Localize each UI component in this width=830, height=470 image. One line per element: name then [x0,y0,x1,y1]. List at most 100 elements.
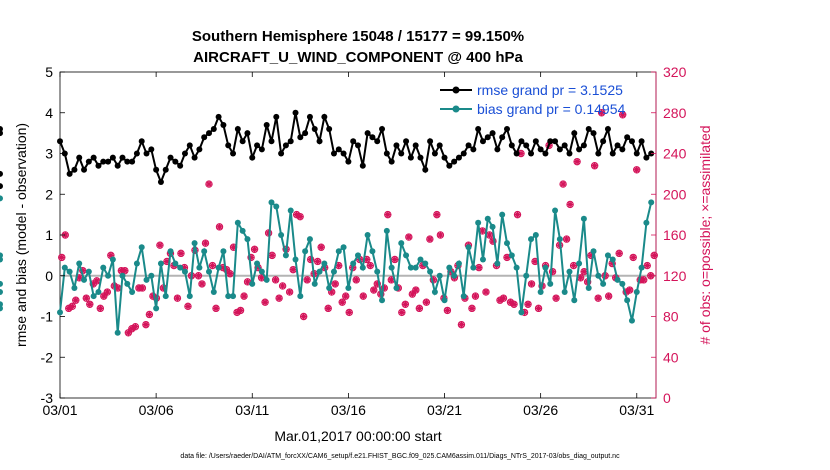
bias-point [105,272,112,279]
bias-point [465,244,472,251]
obs-assimilated-marker [398,309,406,316]
y-right-tick-label: 200 [663,186,687,202]
bias-point [427,268,434,275]
rmse-point [157,179,164,186]
bias-point [403,252,410,259]
obs-assimilated-marker [482,288,490,296]
rmse-point [393,142,400,149]
y-left-tick-label: 5 [45,64,53,80]
bias-point [407,264,414,271]
bias-point [100,264,107,271]
rmse-point [547,138,554,145]
obs-assimilated-marker [458,321,465,329]
obs-assimilated-marker [279,282,287,290]
rmse-point [643,154,650,161]
obs-assimilated-marker [293,211,301,219]
rmse-point [186,142,193,149]
rmse-point [504,126,510,133]
rmse-point [355,142,361,149]
rmse-point [542,150,549,157]
obs-assimilated-marker [468,304,476,312]
bias-point [0,280,3,287]
obs-assimilated-marker [605,292,613,300]
obs-assimilated-marker [174,294,181,302]
rmse-point [590,130,597,137]
obs-assimilated-marker [68,302,76,310]
obs-assimilated-marker [342,292,350,300]
obs-assimilated-marker [251,245,258,253]
bias-point [321,260,328,267]
obs-assimilated-marker [156,241,164,249]
bias-point [345,284,352,291]
obs-assimilated-marker [359,292,367,300]
rmse-point [532,138,539,145]
bias-point [0,195,3,202]
rmse-point [571,130,578,137]
bias-point [441,297,448,304]
bias-point [374,268,381,275]
rmse-point [633,150,640,157]
bias-point [436,272,443,279]
rmse-point [523,142,530,149]
rmse-point [114,162,121,169]
y-left-tick-label: 3 [45,146,53,162]
rmse-point [479,138,486,145]
obs-assimilated-marker [444,306,451,314]
bias-point [576,260,583,267]
rmse-point [278,150,285,157]
rmse-point [239,138,246,145]
rmse-point [210,126,217,133]
obs-assimilated-marker [436,231,444,239]
rmse-point [508,142,515,149]
bias-point [206,268,212,275]
rmse-point [234,126,241,133]
bias-point [124,280,131,287]
bias-point [518,309,525,316]
bias-point [369,248,376,255]
rmse-point [585,126,592,133]
legend-rmse-label: rmse grand pr = 3.1525 [477,82,623,98]
obs-assimilated-marker [177,249,185,257]
rmse-point [273,113,280,120]
bias-point [359,264,366,271]
bias-point [566,268,573,275]
obs-assimilated-marker [146,311,153,318]
bias-point [268,199,275,206]
bias-point [600,280,607,287]
bias-point [302,248,309,255]
bias-point [470,264,477,271]
rmse-point [263,121,270,128]
rmse-point [330,150,337,157]
x-axis-label: Mar.01,2017 00:00:00 start [274,428,441,444]
obs-assimilated-marker [384,211,392,219]
bias-point [494,260,501,267]
bias-point [234,219,241,226]
obs-assimilated-marker [121,267,129,275]
bias-point [57,309,63,316]
bias-point [157,260,164,267]
bias-point [186,293,193,300]
y-right-tick-label: 240 [663,146,687,162]
rmse-point [345,158,352,165]
bias-point [90,293,97,300]
obs-assimilated-marker [412,286,420,294]
obs-assimilated-marker [338,298,346,306]
bias-point [249,280,256,287]
bias-point [0,305,3,312]
rmse-point [422,166,429,173]
obs-assimilated-marker [570,262,578,269]
obs-assimilated-marker [552,294,560,302]
obs-assimilated-marker [535,304,542,312]
obs-assimilated-marker [300,313,308,320]
bias-point [326,284,333,291]
bias-point [595,272,602,279]
y-right-tick-label: 120 [663,268,687,284]
rmse-point [321,113,328,120]
obs-assimilated-marker [647,272,655,280]
obs-assimilated-marker [272,276,280,284]
rmse-point [398,150,405,157]
rmse-point [206,130,212,137]
bias-point [446,264,453,271]
bias-point [162,293,169,300]
